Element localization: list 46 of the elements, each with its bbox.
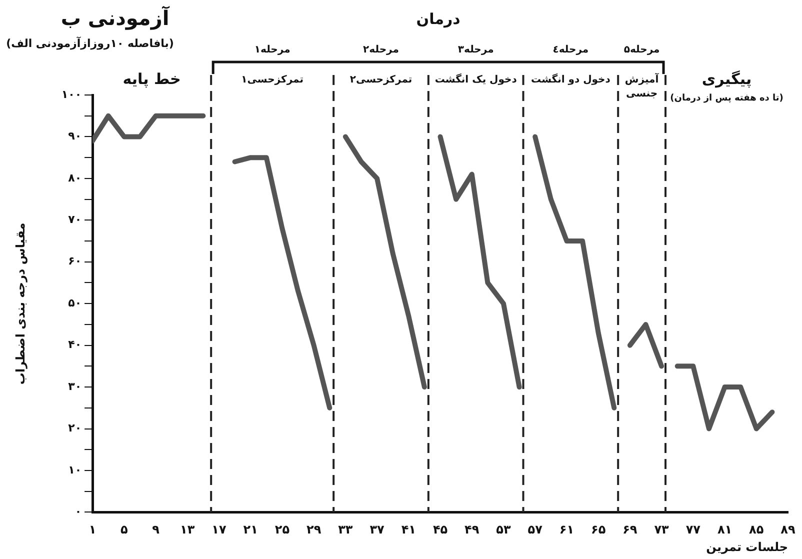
x-tick-label: ۲۹ xyxy=(306,522,322,537)
y-tick-label: ۳۰ xyxy=(68,380,82,393)
y-tick-label: ۷۰ xyxy=(68,213,82,226)
x-tick-label: ۶۵ xyxy=(591,522,606,537)
x-tick-label: ۲۱ xyxy=(243,522,258,537)
x-tick-label: ۱۷ xyxy=(212,522,227,537)
x-tick-label: ۵۳ xyxy=(496,522,512,537)
x-tick-label: ۴۵ xyxy=(432,522,448,537)
x-tick-label: ۸۱ xyxy=(717,522,732,537)
text: درمان xyxy=(416,10,461,28)
x-tick-label: ۱ xyxy=(88,522,96,537)
x-tick-label: ۸۵ xyxy=(749,522,764,537)
x-tick-label: ۷۳ xyxy=(654,522,670,537)
x-tick-label: ۴۹ xyxy=(464,522,480,537)
x-tick-label: ۲۵ xyxy=(274,522,290,537)
y-tick-label: ۱۰۰ xyxy=(61,88,82,101)
x-tick-label: ۷۷ xyxy=(686,522,702,537)
y-tick-label: ۱۰ xyxy=(68,463,82,476)
x-tick-label: ۱۳ xyxy=(180,522,196,537)
x-tick-label: ۸۹ xyxy=(780,522,796,537)
text: مرحله۱ تمرکزحسی۱ xyxy=(241,44,304,86)
x-tick-label: ۳۳ xyxy=(338,522,354,537)
annotation: پیگیری (تا ده هفته پس از درمان) xyxy=(670,70,784,104)
x-tick-label: ۶۱ xyxy=(559,522,574,537)
y-tick-label: ۲۰ xyxy=(68,422,82,435)
y-axis-title: مقیاس درجه بندی اضطراب xyxy=(13,222,28,385)
x-tick-label: ۹ xyxy=(152,522,160,537)
text: مرحله۵ آمیزش جنسی xyxy=(624,44,660,100)
x-tick-label: ۳۷ xyxy=(370,522,386,537)
y-tick-label: ۶۰ xyxy=(68,254,82,268)
y-tick-label: ۹۰ xyxy=(68,130,82,143)
text: مرحله٤ دخول دو انگشت xyxy=(530,44,610,86)
x-tick-label: ۵ xyxy=(120,522,128,537)
text: خط پایه xyxy=(122,70,181,88)
x-tick-label: ۶۹ xyxy=(622,522,638,537)
text: مرحله۲ تمرکزحسی۲ xyxy=(350,44,412,86)
y-tick-label: ۰ xyxy=(74,505,82,518)
y-tick-label: ۵۰ xyxy=(68,296,82,310)
y-tick-label: ۴۰ xyxy=(68,338,82,352)
y-tick-label: ۸۰ xyxy=(68,171,82,184)
x-tick-label: ۵۷ xyxy=(528,522,544,537)
text: مرحله۳ دخول یک انگشت xyxy=(434,44,517,86)
chart-subtitle: (بافاصله ۱۰روزازآزمودنی الف) xyxy=(6,36,174,50)
x-axis-title: جلسات تمرین xyxy=(706,540,788,554)
chart-title: آزمودنی ب xyxy=(60,5,170,30)
x-tick-label: ۴۱ xyxy=(401,522,416,537)
